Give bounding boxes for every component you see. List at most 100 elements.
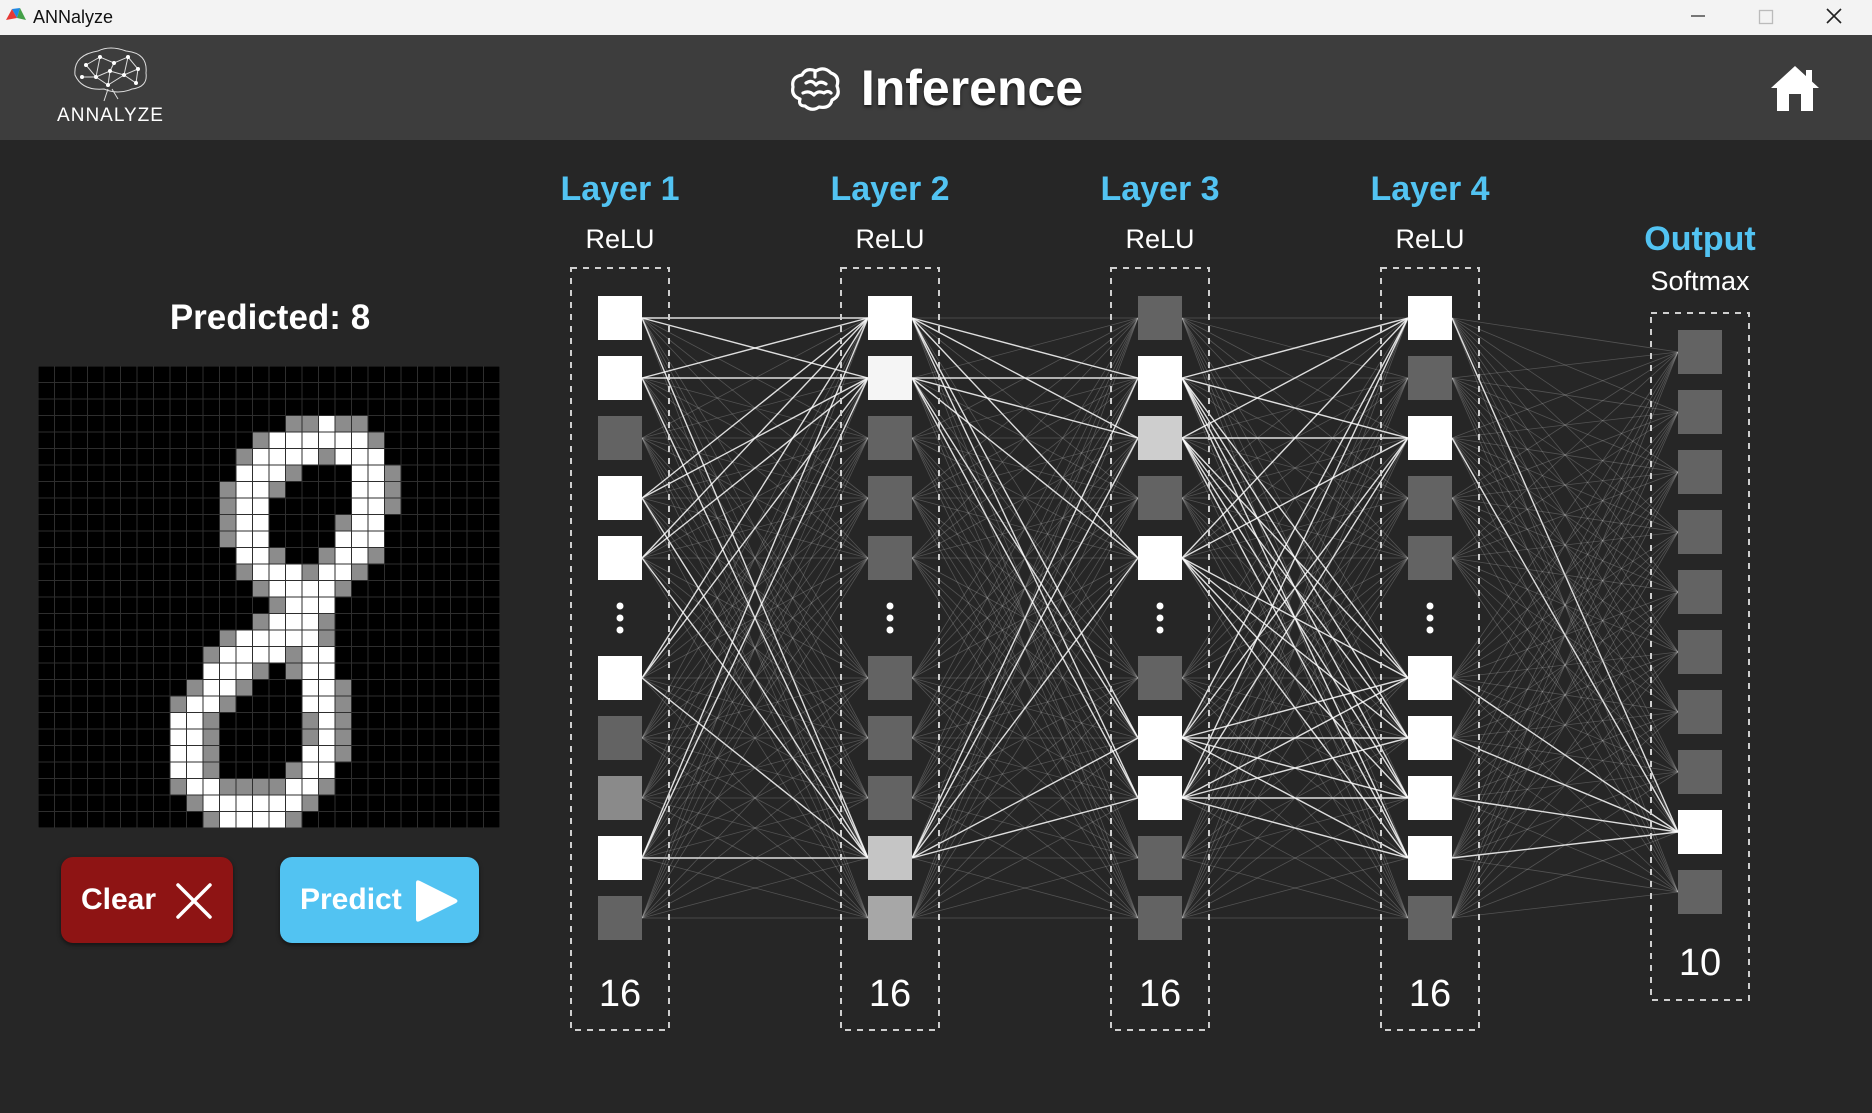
canvas-cell: [153, 514, 171, 532]
canvas-cell: [87, 662, 105, 680]
window-titlebar: ANNalyze: [0, 0, 1872, 35]
maximize-button[interactable]: [1732, 0, 1800, 35]
canvas-cell: [483, 679, 500, 697]
canvas-cell: [384, 431, 402, 449]
canvas-cell: [136, 794, 154, 812]
canvas-cell: [169, 662, 187, 680]
connection-line: [911, 377, 1139, 439]
home-button[interactable]: [1766, 61, 1824, 117]
canvas-cell: [202, 563, 220, 581]
canvas-cell: [219, 514, 237, 532]
connection-line: [1451, 411, 1679, 679]
canvas-cell: [252, 366, 270, 383]
canvas-cell: [54, 679, 72, 697]
minimize-button[interactable]: [1664, 0, 1732, 35]
canvas-cell: [153, 662, 171, 680]
canvas-cell: [70, 629, 88, 647]
canvas-cell: [367, 662, 385, 680]
canvas-cell: [38, 563, 55, 581]
layer-title: Layer 3: [1100, 170, 1219, 208]
canvas-cell: [169, 580, 187, 598]
canvas-cell: [136, 728, 154, 746]
connection-line: [1181, 377, 1409, 439]
connection-line: [1451, 711, 1679, 919]
canvas-cell: [318, 629, 336, 647]
clear-button[interactable]: Clear: [61, 857, 233, 943]
connection-line: [911, 557, 1139, 859]
neuron: [1138, 836, 1182, 880]
canvas-cell: [334, 580, 352, 598]
connection-line: [1451, 351, 1679, 499]
canvas-cell: [70, 366, 88, 383]
canvas-cell: [70, 695, 88, 713]
ellipsis-dot: [616, 602, 624, 610]
connection-line: [1451, 437, 1679, 473]
canvas-cell: [285, 497, 303, 515]
canvas-cell: [400, 761, 418, 779]
connection-line: [911, 737, 1139, 799]
canvas-cell: [268, 547, 286, 565]
connection-line: [1451, 317, 1679, 893]
canvas-cell: [433, 382, 451, 400]
connection-line: [641, 317, 869, 499]
canvas-cell: [169, 431, 187, 449]
connection-line: [911, 317, 1139, 919]
connection-line: [911, 377, 1139, 679]
connection-line: [641, 317, 869, 919]
canvas-cell: [384, 415, 402, 433]
canvas-cell: [186, 778, 204, 796]
brain-icon: [791, 67, 840, 111]
canvas-cell: [268, 695, 286, 713]
canvas-cell: [120, 563, 138, 581]
connection-line: [641, 677, 869, 739]
app-icon: [6, 8, 26, 20]
canvas-cell: [87, 695, 105, 713]
canvas-cell: [268, 514, 286, 532]
canvas-cell: [301, 431, 319, 449]
canvas-cell: [136, 613, 154, 631]
canvas-cell: [268, 382, 286, 400]
canvas-cell: [136, 398, 154, 416]
canvas-cell: [318, 596, 336, 614]
layer-title: Output: [1644, 220, 1755, 258]
connection-line: [911, 497, 1139, 919]
canvas-cell: [54, 761, 72, 779]
layer-size: 16: [869, 973, 911, 1015]
canvas-cell: [417, 530, 435, 548]
connection-line: [1181, 557, 1409, 799]
close-button[interactable]: [1800, 0, 1868, 35]
canvas-cell: [384, 778, 402, 796]
connection-line: [911, 377, 1139, 439]
ellipsis-dot: [1156, 626, 1164, 634]
canvas-cell: [70, 464, 88, 482]
connection-line: [1181, 797, 1409, 919]
canvas-cell: [285, 679, 303, 697]
canvas-cell: [285, 448, 303, 466]
neuron: [1408, 296, 1452, 340]
canvas-cell: [103, 580, 121, 598]
connection-line: [911, 317, 1139, 559]
predict-button[interactable]: Predict: [280, 857, 479, 943]
canvas-cell: [318, 679, 336, 697]
canvas-cell: [169, 811, 187, 828]
connection-line: [641, 677, 869, 799]
connection-line: [911, 557, 1139, 919]
connection-line: [641, 317, 869, 799]
connection-line: [641, 677, 869, 919]
canvas-cell: [334, 563, 352, 581]
canvas-cell: [87, 382, 105, 400]
connection-line: [641, 377, 869, 739]
ellipsis-dot: [886, 602, 894, 610]
canvas-cell: [120, 415, 138, 433]
canvas-cell: [400, 596, 418, 614]
drawing-canvas[interactable]: [38, 366, 500, 828]
neuron: [598, 896, 642, 940]
connection-line: [1181, 317, 1409, 919]
neuron: [1408, 476, 1452, 520]
connection-line: [911, 317, 1139, 559]
canvas-cell: [38, 761, 55, 779]
canvas-cell: [235, 811, 253, 828]
canvas-cell: [318, 662, 336, 680]
canvas-cell: [136, 580, 154, 598]
canvas-cell: [202, 646, 220, 664]
